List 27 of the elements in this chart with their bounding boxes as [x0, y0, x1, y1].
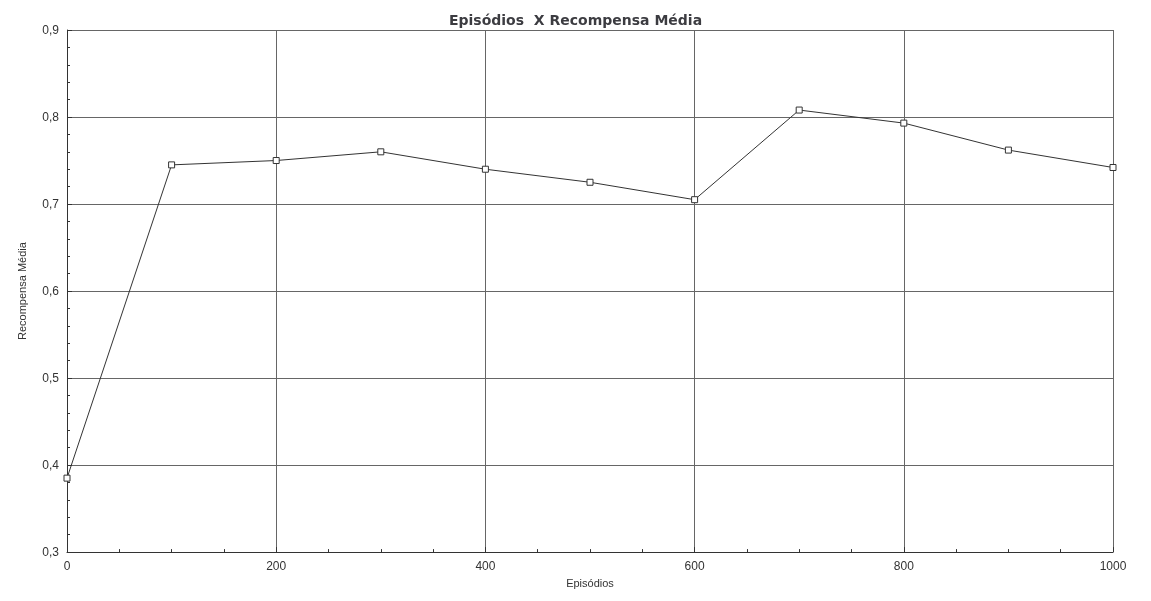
point	[586, 178, 594, 186]
y-axis-title: Recompensa Média	[15, 241, 28, 340]
y-tick-label: 0,8	[42, 110, 60, 125]
point	[272, 157, 280, 165]
point	[1109, 163, 1117, 171]
point	[63, 474, 71, 482]
point	[795, 106, 803, 114]
y-tick-label: 0,7	[42, 197, 60, 212]
chart-title: Episódios X Recompensa Média	[448, 12, 703, 28]
x-tick-label: 400	[475, 559, 496, 574]
x-axis-title: Episódios	[566, 576, 615, 589]
point	[168, 161, 176, 169]
y-tick-label: 0,3	[42, 545, 60, 560]
y-tick-label: 0,4	[42, 458, 60, 473]
x-tick-label: 800	[893, 559, 915, 574]
point	[481, 165, 489, 173]
point	[900, 119, 908, 127]
x-tick-label: 0	[63, 559, 71, 574]
y-tick-label: 0,9	[42, 23, 60, 37]
x-tick-label: 200	[266, 559, 287, 574]
y-tick-label: 0,5	[42, 371, 60, 386]
point	[377, 148, 385, 156]
y-tick-label: 0,6	[42, 284, 60, 299]
point	[1004, 146, 1012, 154]
x-tick-label: 600	[684, 559, 705, 574]
x-tick-label: 1000	[1099, 559, 1127, 574]
point	[691, 196, 699, 204]
